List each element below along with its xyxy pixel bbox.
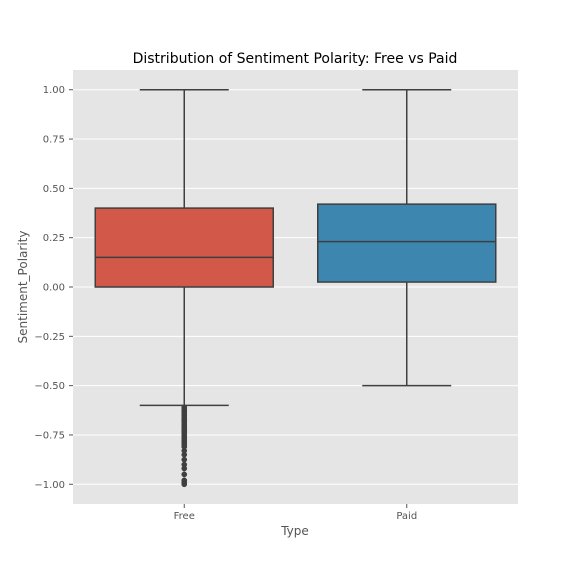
y-axis-label: Sentiment_Polarity [16, 231, 30, 344]
x-axis-ticks: Free Paid [174, 504, 417, 522]
outlier-point [181, 481, 188, 488]
outlier-point [181, 456, 188, 463]
iqr-box [317, 203, 497, 283]
y-axis-ticks: 1.00 0.75 0.50 0.25 0.00 −0.25 −0.50 −0.75 −1.00 [34, 85, 73, 491]
outlier-point [181, 465, 188, 472]
box-free [94, 88, 274, 488]
y-tick-label: 0.75 [43, 135, 65, 146]
outlier-point [181, 451, 188, 458]
y-tick-label: −1.00 [34, 480, 65, 491]
chart-title: Distribution of Sentiment Polarity: Free… [133, 51, 458, 67]
y-tick-label: −0.50 [34, 381, 65, 392]
y-tick-label: 0.25 [43, 233, 65, 244]
y-tick-label: 1.00 [43, 85, 65, 96]
x-tick-label: Free [174, 511, 195, 522]
x-axis-label: Type [280, 524, 309, 538]
x-tick-label: Paid [396, 511, 417, 522]
box-paid [317, 88, 497, 387]
y-tick-label: 0.00 [43, 283, 65, 294]
box-plots [94, 88, 497, 488]
y-tick-label: −0.25 [34, 332, 65, 343]
iqr-box [94, 207, 274, 288]
outlier-point [181, 471, 188, 478]
y-tick-label: 0.50 [43, 184, 65, 195]
y-tick-label: −0.75 [34, 430, 65, 441]
